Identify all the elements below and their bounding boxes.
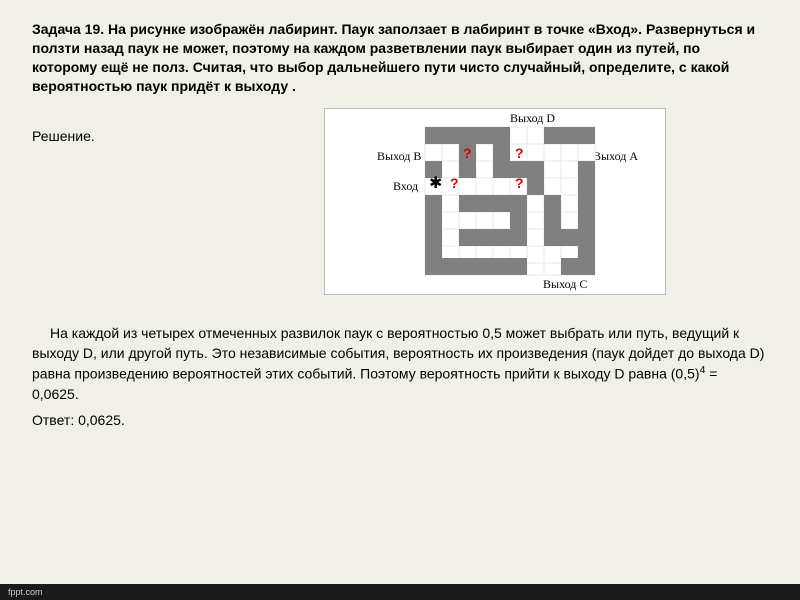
problem-title: Задача 19. На рисунке изображён лабиринт… (32, 20, 768, 96)
qmark-3: ? (450, 175, 459, 191)
qmark-4: ? (515, 175, 524, 191)
solution-label: Решение. (32, 128, 222, 144)
title-body: На рисунке изображён лабиринт. Паук запо… (32, 21, 755, 94)
answer-line: Ответ: 0,0625. (32, 412, 768, 428)
title-lead: Задача 19. (32, 21, 108, 37)
footer-text: fppt.com (8, 587, 43, 597)
qmark-2: ? (515, 145, 524, 161)
left-column: Решение. (32, 108, 222, 154)
maze-svg (325, 109, 665, 294)
slide: Задача 19. На рисунке изображён лабиринт… (0, 0, 800, 600)
maze-diagram: Выход D Выход B Выход A Вход Выход C (324, 108, 666, 295)
solution-paragraph: На каждой из четырех отмеченных развилок… (32, 323, 768, 405)
maze-container: Выход D Выход B Выход A Вход Выход C (222, 108, 768, 295)
paragraph-main: На каждой из четырех отмеченных развилок… (32, 325, 764, 382)
content-row: Решение. Выход D Выход B Выход A Вход Вы… (32, 108, 768, 295)
qmark-1: ? (463, 145, 472, 161)
footer-bar: fppt.com (0, 584, 800, 600)
spider-icon: ✱ (429, 173, 442, 193)
